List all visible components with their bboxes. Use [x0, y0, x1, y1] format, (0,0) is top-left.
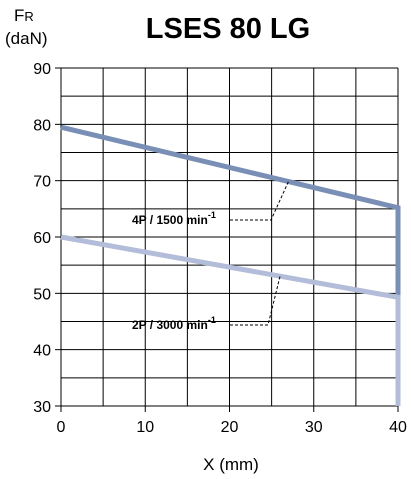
y-axis-label-sub: R: [24, 9, 33, 24]
grid: [55, 67, 399, 412]
x-tick-label: 0: [57, 419, 66, 436]
y-tick-label: 50: [33, 286, 51, 303]
x-tick-label: 30: [305, 419, 323, 436]
y-tick-label: 40: [33, 343, 51, 360]
leader-line: [230, 181, 289, 221]
y-tick-label: 90: [33, 61, 51, 78]
series-layer: [60, 124, 401, 406]
y-tick-label: 70: [33, 174, 51, 191]
y-tick-label: 80: [33, 117, 51, 134]
x-axis-label: X (mm): [203, 455, 259, 474]
series-label-text: 4P / 1500 min: [132, 213, 208, 227]
tick-labels: 30 40 50 60 70 80 90 0 10 20 30 40: [33, 61, 407, 436]
chart-title: LSES 80 LG: [146, 13, 310, 45]
series-label-exponent: -1: [208, 315, 216, 325]
y-axis-label: FR: [14, 6, 34, 25]
y-tick-label: 60: [33, 230, 51, 247]
x-tick-label: 20: [221, 419, 239, 436]
series-label-2p-3000: 2P / 3000 min-1: [132, 315, 216, 332]
y-tick-label: 30: [33, 399, 51, 416]
annotations: 4P / 1500 min-12P / 3000 min-1: [132, 181, 289, 332]
series-label-text: 2P / 3000 min: [132, 318, 208, 332]
y-axis-label-main: F: [14, 6, 24, 25]
series-line-2p-3000: [60, 234, 401, 406]
x-tick-label: 40: [389, 419, 407, 436]
y-axis-unit: (daN): [5, 29, 48, 48]
series-label-exponent: -1: [208, 210, 216, 220]
x-tick-label: 10: [136, 419, 154, 436]
leader-line: [230, 276, 281, 326]
series-label-4p-1500: 4P / 1500 min-1: [132, 210, 216, 227]
